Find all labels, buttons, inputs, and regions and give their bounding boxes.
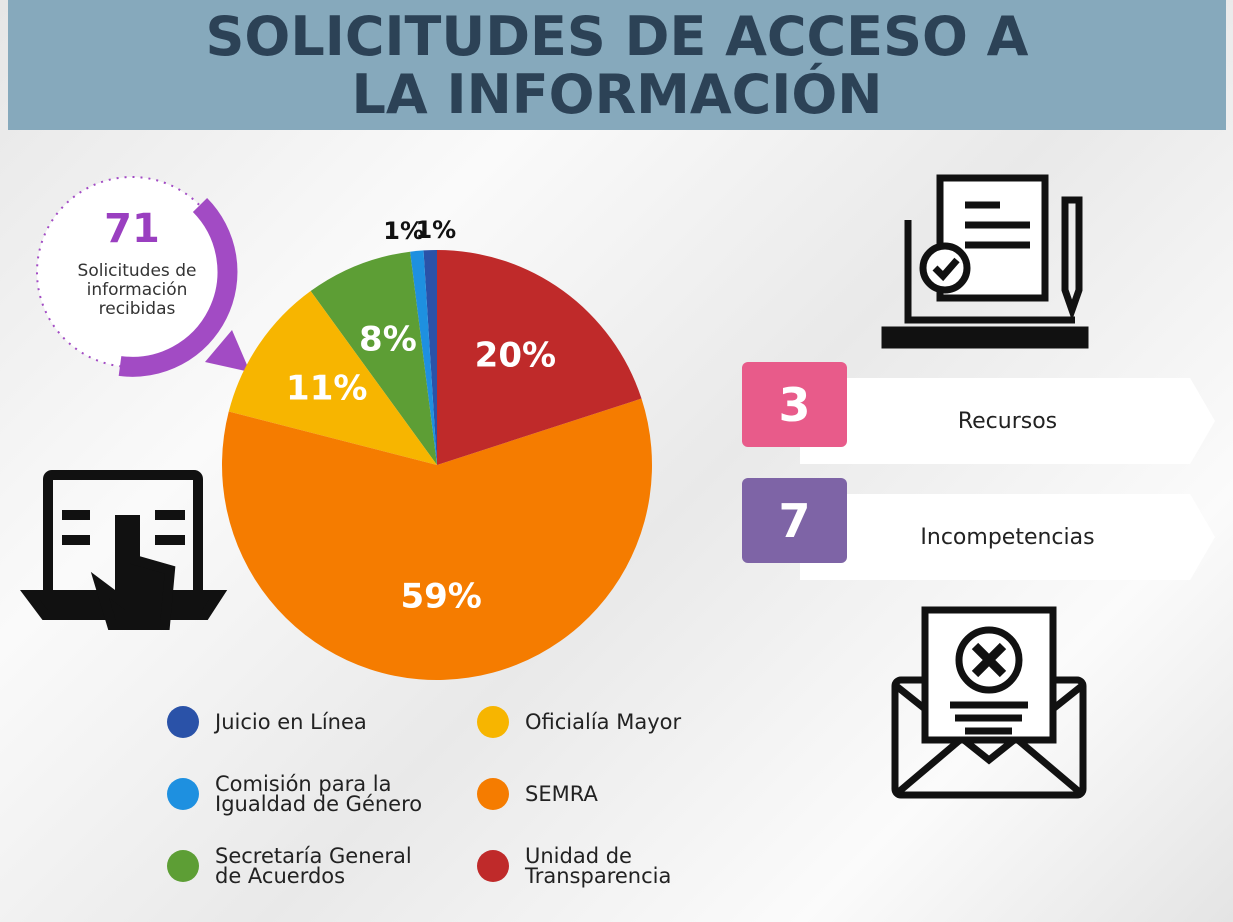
pie-slice	[310, 251, 437, 465]
stat-band: Recursos	[800, 378, 1215, 464]
legend-label: SEMRA	[525, 782, 598, 806]
legend-label: Secretaría General de Acuerdos	[215, 844, 412, 888]
pie-slice	[228, 291, 437, 465]
pie-slice	[410, 250, 437, 465]
legend-label: Unidad de Transparencia	[525, 844, 672, 888]
pie-slice	[437, 250, 642, 465]
data-label: 11%	[286, 369, 367, 409]
stat-value: 3	[742, 362, 847, 447]
envelope-icon	[891, 606, 1087, 799]
stat-value: 7	[742, 478, 847, 563]
data-label: 8%	[359, 320, 417, 360]
data-label: 59%	[400, 577, 481, 617]
pie-slice	[423, 250, 437, 465]
data-label: 1%	[415, 216, 456, 244]
header: SOLICITUDES DE ACCESO A LA INFORMACIÓN	[8, 0, 1226, 130]
badge-value: 71	[104, 206, 160, 252]
legend-swatch	[477, 706, 509, 738]
legend-label: Juicio en Línea	[215, 710, 367, 734]
badge-ring	[36, 176, 250, 377]
data-label: 20%	[475, 336, 556, 376]
legend-label: Comisión para la Igualdad de Género	[215, 772, 423, 816]
legend-swatch	[477, 850, 509, 882]
legend-label: Oficialía Mayor	[525, 710, 682, 734]
chart-title: SOLICITUDES DE ACCESO A LA INFORMACIÓN	[205, 5, 1029, 126]
badge-label: Solicitudes de información recibidas	[77, 261, 197, 319]
legend-swatch	[477, 778, 509, 810]
pie: 1%1% 8% 11% 59% 20%	[222, 216, 653, 680]
legend-swatch	[167, 706, 199, 738]
touch-icon	[20, 470, 228, 630]
stat-band: Incompetencias	[800, 494, 1215, 580]
legend-swatch	[167, 778, 199, 810]
legend-swatch	[167, 850, 199, 882]
data-label: 1%	[383, 217, 424, 245]
document-icon	[881, 174, 1089, 349]
pie-slice	[222, 398, 653, 680]
